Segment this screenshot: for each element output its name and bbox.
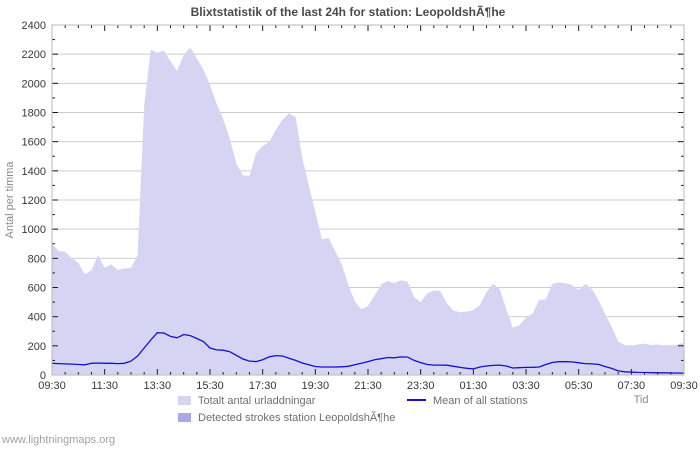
x-tick-label: 09:30 xyxy=(670,380,698,392)
y-tick-label: 200 xyxy=(28,341,46,353)
area-totalt xyxy=(52,47,684,375)
y-tick-label: 400 xyxy=(28,312,46,324)
series-lines xyxy=(51,332,685,374)
legend-label-total: Totalt antal urladdningar xyxy=(198,395,316,407)
y-tick-label: 2200 xyxy=(22,49,46,61)
x-tick-labels: 09:30 11:30 13:30 15:30 17:30 19:30 21:30 23:30… xyxy=(38,380,698,392)
x-tick-label: 15:30 xyxy=(196,380,224,392)
y-tick-label: 1600 xyxy=(22,137,46,149)
x-tick-label: 03:30 xyxy=(512,380,540,392)
y-tick-label: 2000 xyxy=(22,78,46,90)
x-tick-label: 17:30 xyxy=(249,380,277,392)
series-areas xyxy=(52,47,684,375)
x-tick-label: 05:30 xyxy=(565,380,593,392)
chart-title: Blixtstatistik of the last 24h for stati… xyxy=(191,4,506,19)
y-tick-label: 0 xyxy=(40,370,46,382)
legend-label-mean: Mean of all stations xyxy=(433,395,528,407)
x-tick-label: 19:30 xyxy=(302,380,330,392)
legend-label-detected: Detected strokes station LeopoldshÃ¶he xyxy=(198,411,395,424)
y-tick-label: 800 xyxy=(28,253,46,265)
legend-swatch-total xyxy=(178,396,191,405)
x-axis-label: Tid xyxy=(634,394,649,406)
x-tick-label: 11:30 xyxy=(91,380,118,392)
x-tick-label: 09:30 xyxy=(38,380,66,392)
y-axis-label: Antal per timma xyxy=(4,161,16,239)
legend: Totalt antal urladdningar Mean of all st… xyxy=(178,395,528,424)
plot-border xyxy=(51,24,685,376)
y-tick-label: 2400 xyxy=(22,20,46,32)
mean-line xyxy=(51,332,685,374)
y-tick-label: 600 xyxy=(28,283,46,295)
y-tick-labels: 0 200 400 600 800 1000 1200 1400 1600 1800 2000 220… xyxy=(22,20,46,382)
x-tick-label: 01:30 xyxy=(460,380,488,392)
legend-swatch-detected xyxy=(178,413,191,422)
watermark-link[interactable]: www.lightningmaps.org xyxy=(1,434,115,446)
y-tick-label: 1000 xyxy=(22,224,46,236)
y-tick-label: 1800 xyxy=(22,108,46,120)
x-tick-label: 13:30 xyxy=(144,380,172,392)
x-tick-label: 23:30 xyxy=(407,380,435,392)
y-tick-label: 1400 xyxy=(22,166,46,178)
x-tick-label: 21:30 xyxy=(354,380,382,392)
x-tick-label: 07:30 xyxy=(618,380,646,392)
y-tick-label: 1200 xyxy=(22,195,46,207)
